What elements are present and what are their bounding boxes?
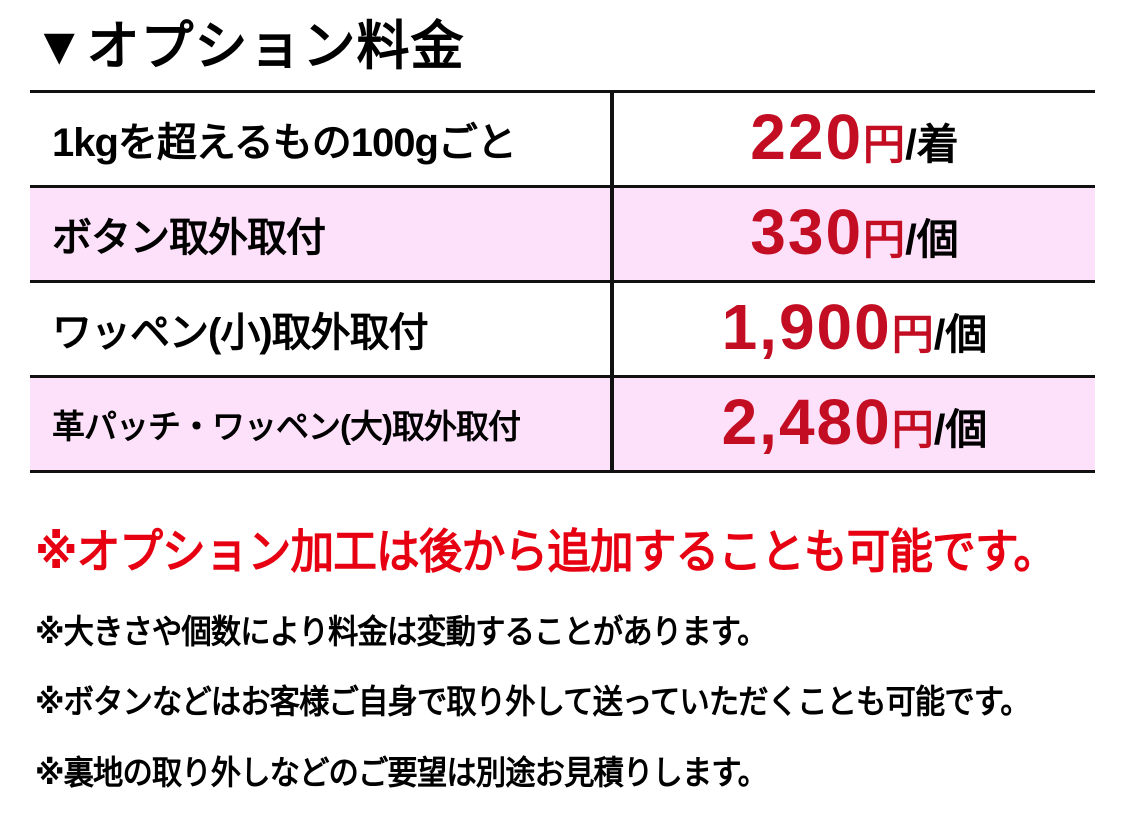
price-currency: 円 xyxy=(891,406,934,453)
row-price: 220 円 /着 xyxy=(614,93,1095,185)
row-label: 1kgを超えるもの100gごと xyxy=(30,93,614,185)
price-currency: 円 xyxy=(863,216,906,263)
price-number: 220 xyxy=(750,101,864,173)
table-row: 革パッチ・ワッペン(大)取外取付 2,480 円 /個 xyxy=(30,378,1095,473)
price-unit: /個 xyxy=(933,311,988,358)
price-number: 330 xyxy=(750,196,864,268)
row-label: ボタン取外取付 xyxy=(30,188,614,280)
row-price: 2,480 円 /個 xyxy=(614,378,1095,470)
row-price: 1,900 円 /個 xyxy=(614,283,1095,375)
note-item: ※裏地の取り外しなどのご要望は別途お見積りします。 xyxy=(35,754,768,791)
price-unit: /着 xyxy=(905,121,959,168)
price-currency: 円 xyxy=(863,121,906,168)
table-row: 1kgを超えるもの100gごと 220 円 /着 xyxy=(30,93,1095,188)
price-currency: 円 xyxy=(891,311,934,358)
note-item: ※大きさや個数により料金は変動することがあります。 xyxy=(35,613,767,650)
note-highlight-red: ※オプション加工は後から追加することも可能です。 xyxy=(35,525,1057,578)
price-unit: /個 xyxy=(933,406,988,453)
table-row: ボタン取外取付 330 円 /個 xyxy=(30,188,1095,283)
price-unit: /個 xyxy=(905,216,959,263)
row-label: ワッペン(小)取外取付 xyxy=(30,283,614,375)
note-item: ※ボタンなどはお客様ご自身で取り外して送っていただくことも可能です。 xyxy=(35,683,1031,720)
table-row: ワッペン(小)取外取付 1,900 円 /個 xyxy=(30,283,1095,378)
option-price-table: 1kgを超えるもの100gごと 220 円 /着 ボタン取外取付 330 円 /… xyxy=(30,90,1095,473)
price-number: 1,900 xyxy=(721,291,892,363)
row-price: 330 円 /個 xyxy=(614,188,1095,280)
price-number: 2,480 xyxy=(721,386,892,458)
row-label: 革パッチ・ワッペン(大)取外取付 xyxy=(30,378,614,470)
page-title: ▼オプション料金 xyxy=(33,17,465,76)
